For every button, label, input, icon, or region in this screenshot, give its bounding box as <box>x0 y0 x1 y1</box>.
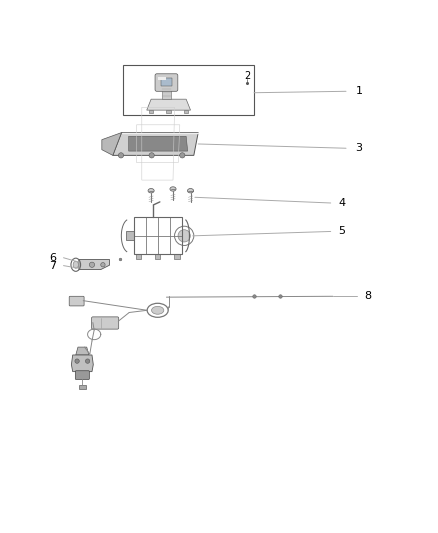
FancyBboxPatch shape <box>75 371 89 379</box>
Bar <box>134 217 182 254</box>
Circle shape <box>89 262 95 268</box>
Bar <box>184 110 188 113</box>
Ellipse shape <box>148 189 154 193</box>
Text: 5: 5 <box>338 227 345 237</box>
FancyBboxPatch shape <box>155 74 178 91</box>
Bar <box>149 110 153 113</box>
Ellipse shape <box>170 187 176 191</box>
Bar <box>162 83 171 99</box>
Text: 6: 6 <box>49 253 56 263</box>
Bar <box>123 65 254 115</box>
Text: 3: 3 <box>356 143 363 154</box>
Circle shape <box>118 153 124 158</box>
Bar <box>161 78 172 86</box>
Polygon shape <box>76 347 89 355</box>
Text: 2: 2 <box>244 71 251 81</box>
Circle shape <box>75 359 79 364</box>
Bar <box>155 254 160 259</box>
Text: 4: 4 <box>338 198 345 208</box>
Polygon shape <box>147 99 191 110</box>
Text: 8: 8 <box>364 291 371 301</box>
Circle shape <box>180 153 185 158</box>
FancyBboxPatch shape <box>69 296 84 306</box>
Polygon shape <box>129 136 187 151</box>
Circle shape <box>101 263 105 267</box>
Circle shape <box>85 359 90 364</box>
Polygon shape <box>71 355 93 372</box>
Bar <box>136 254 141 259</box>
Ellipse shape <box>152 306 164 314</box>
Polygon shape <box>102 133 121 155</box>
Bar <box>158 77 166 80</box>
Ellipse shape <box>73 261 78 268</box>
Polygon shape <box>113 133 198 155</box>
Bar <box>166 110 171 113</box>
Text: 1: 1 <box>356 86 363 96</box>
FancyBboxPatch shape <box>92 317 119 329</box>
Circle shape <box>178 230 190 242</box>
Bar <box>79 385 86 389</box>
Circle shape <box>149 153 154 158</box>
Polygon shape <box>79 260 110 270</box>
Text: 7: 7 <box>49 261 56 271</box>
Bar <box>126 231 134 240</box>
Ellipse shape <box>187 189 194 193</box>
Bar <box>174 254 180 259</box>
